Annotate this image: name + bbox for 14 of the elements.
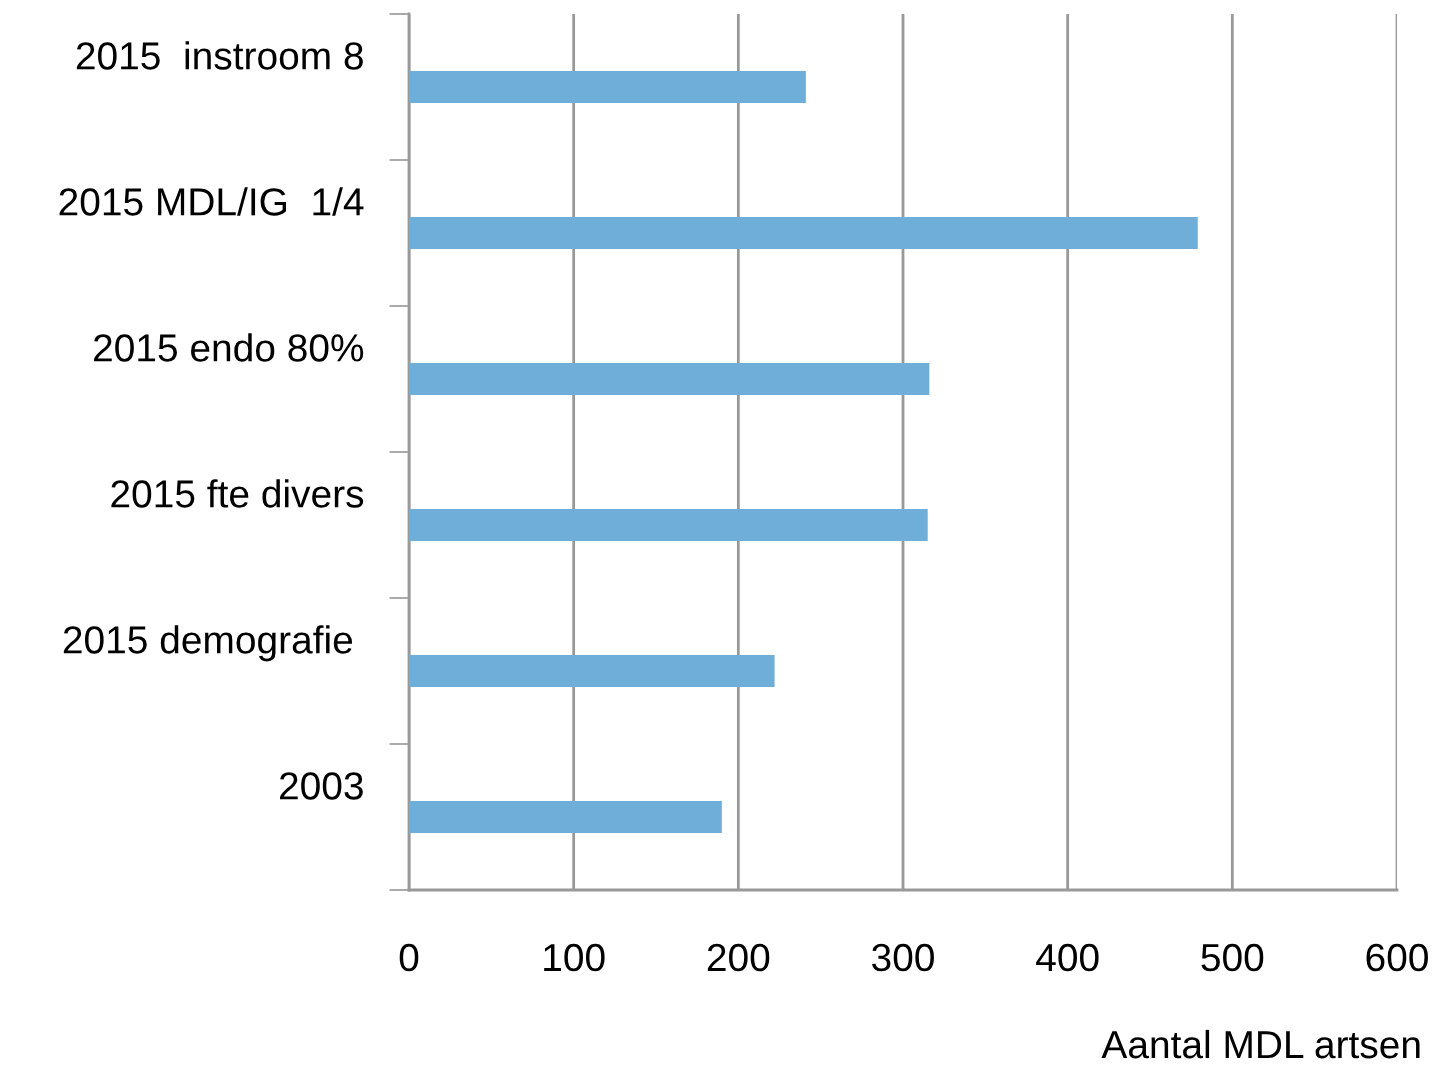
x-tick-label: 200 bbox=[707, 943, 770, 972]
y-tick-label: 2015 demografie bbox=[63, 625, 353, 662]
y-tick-label: 2003 bbox=[279, 772, 363, 800]
x-tick-label: 0 bbox=[399, 943, 419, 972]
y-tick-label: 2015 instroom 8 bbox=[76, 41, 363, 70]
x-tick-label: 500 bbox=[1201, 943, 1264, 972]
x-tick-label: 400 bbox=[1036, 943, 1099, 972]
x-tick-label: 300 bbox=[872, 943, 934, 972]
y-tick-label: 2015 fte divers bbox=[111, 479, 364, 508]
x-axis-title: Aantal MDL artsen bbox=[1101, 1029, 1420, 1059]
y-tick-label: 2015 MDL/IG 1/4 bbox=[59, 187, 364, 216]
y-tick-label: 2015 endo 80% bbox=[94, 333, 364, 362]
x-tick-label: 600 bbox=[1366, 943, 1428, 972]
x-tick-label: 100 bbox=[544, 943, 605, 972]
